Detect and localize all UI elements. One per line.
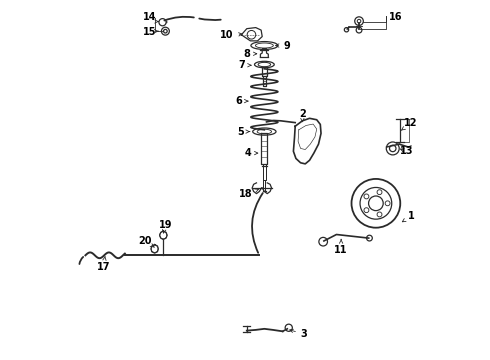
Text: 3: 3: [290, 329, 308, 339]
Text: 17: 17: [97, 256, 110, 272]
Text: 14: 14: [143, 12, 157, 22]
Text: 11: 11: [334, 239, 348, 255]
Text: 5: 5: [237, 127, 250, 136]
Text: 13: 13: [400, 146, 413, 156]
Text: 4: 4: [245, 148, 258, 158]
Text: 15: 15: [143, 27, 157, 37]
Text: 2: 2: [299, 109, 306, 122]
Text: 8: 8: [244, 49, 257, 59]
Text: 20: 20: [138, 236, 154, 247]
Text: 19: 19: [159, 220, 172, 233]
Text: 1: 1: [402, 211, 415, 222]
Text: 10: 10: [220, 31, 242, 40]
Text: 12: 12: [401, 118, 417, 130]
Text: 6: 6: [235, 96, 248, 106]
Text: 9: 9: [275, 41, 291, 50]
Text: 16: 16: [389, 12, 402, 22]
Text: 7: 7: [238, 60, 251, 70]
Text: 18: 18: [239, 189, 259, 199]
